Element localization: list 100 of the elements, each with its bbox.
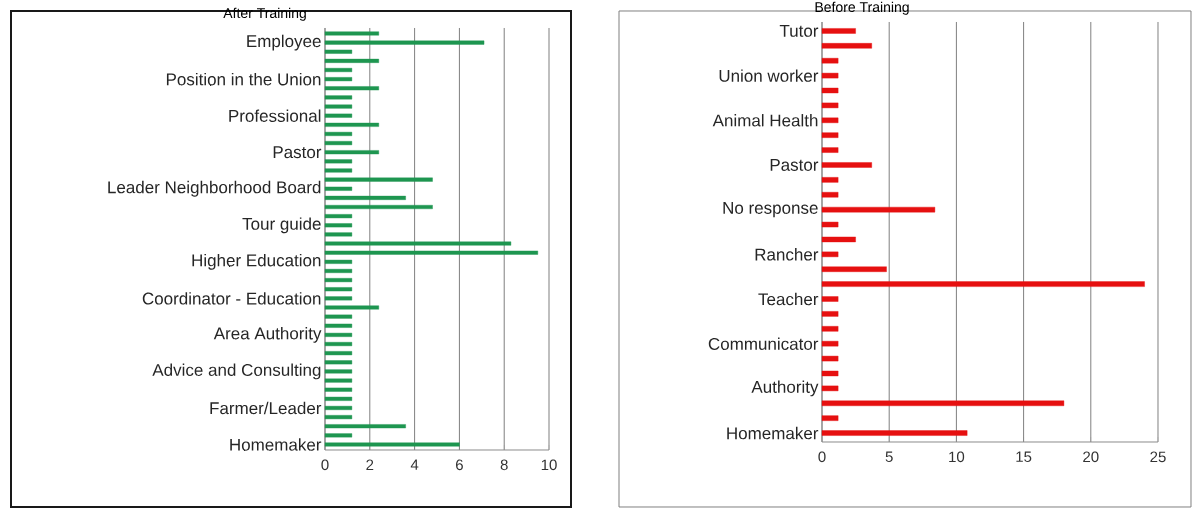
y-tick-label: Homemaker (230, 438, 322, 451)
bar (324, 168, 353, 173)
bar (821, 281, 1145, 287)
bar (324, 214, 353, 219)
bar (324, 241, 512, 246)
x-tick-label: 0 (818, 451, 826, 463)
x-tick-label: 4 (410, 459, 419, 470)
y-tick-label: Tour guide (242, 217, 321, 234)
bar (324, 205, 433, 210)
y-tick-label: Teacher (758, 292, 819, 306)
y-tick-label: Tutor (779, 25, 819, 37)
y-tick-label: Position in the Union (166, 72, 321, 86)
y-tick-label: Rancher (755, 248, 819, 261)
bar (821, 43, 872, 49)
bar (324, 342, 353, 347)
y-tick-label: Homemaker (727, 426, 819, 440)
bar (324, 415, 353, 420)
x-tick-label: 8 (500, 459, 508, 471)
y-tick-label: Leader Neighborhood Board (108, 180, 321, 197)
bar (324, 332, 353, 337)
y-tick-label: Union worker (719, 69, 819, 82)
bar (324, 369, 353, 374)
x-tick-label: 0 (321, 459, 329, 471)
bar (324, 314, 353, 319)
bar (821, 385, 839, 392)
y-tick-label: Employee (247, 34, 321, 51)
bar (821, 221, 839, 228)
bar (324, 150, 379, 155)
y-tick-label: Coordinator - Education (142, 292, 321, 305)
y-tick-label: Area Authority (213, 326, 322, 343)
bar (324, 122, 379, 127)
bar (821, 72, 839, 79)
y-tick-label: Communicator (708, 337, 819, 350)
bar (821, 296, 839, 302)
bar (324, 396, 353, 401)
bar (324, 86, 379, 91)
y-tick-label: Higher Education (192, 253, 321, 270)
bar (324, 159, 353, 164)
bar (821, 28, 856, 34)
x-tick-label: 2 (366, 459, 374, 470)
y-tick-label: Farmer/Leader (210, 401, 322, 415)
bar (324, 387, 353, 392)
bar (324, 104, 353, 109)
bar (821, 341, 839, 347)
bar (821, 415, 839, 421)
y-tick-label: Pastor (770, 159, 819, 171)
y-tick-label: Animal Health (712, 114, 818, 127)
bar (324, 287, 353, 292)
y-tick-label: Authority (751, 380, 819, 397)
bar (821, 177, 839, 183)
bar (324, 268, 353, 273)
x-tick-label: 6 (456, 459, 463, 471)
bar (821, 251, 839, 258)
bar (324, 131, 353, 136)
bar (324, 278, 353, 283)
bar (821, 192, 839, 198)
bar (324, 49, 353, 54)
bar (324, 259, 353, 264)
bar (324, 378, 353, 383)
bar (821, 326, 839, 332)
bar (324, 433, 353, 438)
bar (324, 58, 379, 63)
x-tick-label: 10 (541, 459, 557, 471)
x-tick-label: 15 (1016, 451, 1032, 462)
bar (821, 87, 839, 94)
bar (821, 117, 839, 123)
bar (821, 206, 936, 213)
bar (324, 31, 379, 36)
bar (324, 442, 460, 447)
bar (821, 147, 839, 153)
bar (324, 250, 538, 255)
y-tick-label: Pastor (273, 146, 322, 159)
bar (324, 424, 406, 429)
bar (324, 405, 353, 410)
x-tick-label: 10 (949, 451, 965, 463)
bar (324, 95, 353, 100)
bar (821, 370, 839, 377)
bar (324, 223, 353, 228)
bar (821, 102, 839, 109)
bar (324, 305, 379, 310)
bar (324, 177, 433, 182)
y-tick-label: Professional (229, 109, 321, 122)
chart-title: Before Training (815, 1, 909, 15)
bar (821, 400, 1065, 406)
y-tick-label: No response (723, 202, 818, 218)
x-tick-label: 20 (1083, 451, 1099, 463)
bar (821, 132, 839, 138)
bar (821, 236, 856, 243)
bar (324, 40, 485, 45)
bar (324, 351, 353, 356)
bar (324, 296, 353, 301)
bar (821, 58, 839, 64)
bar (324, 113, 353, 118)
bar (324, 141, 353, 146)
bar (821, 430, 968, 436)
bar (324, 68, 353, 73)
bar (324, 186, 353, 191)
x-tick-label: 5 (885, 451, 893, 462)
bar (324, 195, 406, 200)
bar (324, 323, 353, 328)
